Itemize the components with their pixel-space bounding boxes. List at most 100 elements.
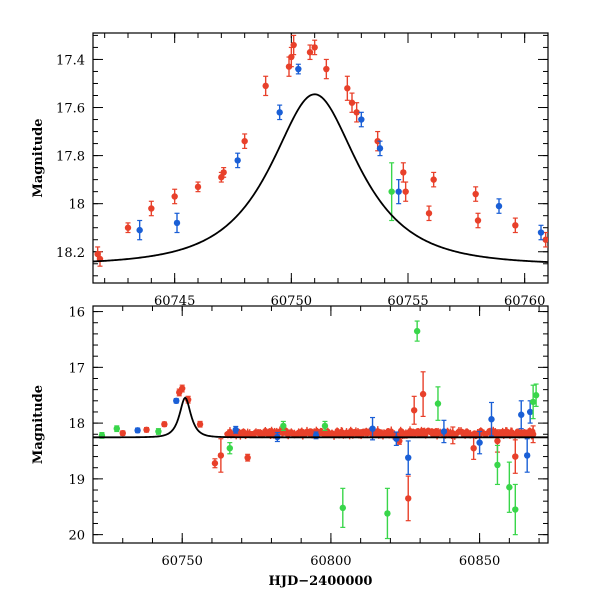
data-point bbox=[384, 510, 391, 517]
data-point bbox=[526, 408, 534, 416]
data-point bbox=[410, 407, 418, 414]
data-point bbox=[512, 453, 519, 460]
data-point bbox=[529, 431, 537, 438]
data-point bbox=[306, 49, 314, 56]
data-point bbox=[400, 169, 407, 176]
data-point bbox=[262, 82, 269, 90]
data-point bbox=[495, 202, 503, 210]
data-point bbox=[94, 250, 101, 258]
y-tick-label: 19 bbox=[68, 473, 85, 488]
data-point bbox=[290, 41, 297, 49]
y-tick-label: 18.2 bbox=[56, 246, 85, 261]
x-tick-label: 60750 bbox=[271, 294, 312, 309]
top-panel: 60745 60750 60755 60760 17.4 17.6 17.8 18 18.2 Ma… bbox=[31, 32, 549, 309]
data-point bbox=[518, 411, 525, 418]
data-point bbox=[419, 390, 427, 398]
data-point bbox=[376, 145, 384, 152]
x-tick-label: 60745 bbox=[154, 294, 195, 309]
data-point bbox=[276, 109, 283, 116]
y-tick-label: 20 bbox=[68, 529, 85, 544]
data-point bbox=[470, 445, 477, 452]
data-point bbox=[179, 385, 186, 392]
data-point bbox=[311, 44, 318, 51]
data-point bbox=[388, 188, 395, 195]
plot-area bbox=[93, 320, 548, 540]
plot-frame bbox=[92, 32, 549, 284]
data-point bbox=[506, 484, 513, 491]
data-point bbox=[173, 397, 180, 404]
data-point bbox=[488, 416, 495, 423]
data-point bbox=[241, 137, 248, 145]
data-point bbox=[143, 426, 150, 433]
y-tick-label: 17.6 bbox=[56, 102, 85, 117]
data-point bbox=[323, 65, 330, 73]
data-point bbox=[512, 506, 519, 513]
x-tick-label: 60760 bbox=[504, 294, 545, 309]
bottom-panel: 60750 60800 60850 16 17 18 19 20 Magnitude HJD−24… bbox=[31, 305, 549, 589]
y-tick-label: 18 bbox=[68, 198, 85, 213]
data-point bbox=[196, 421, 204, 428]
y-tick-label: 18 bbox=[68, 417, 85, 432]
data-point bbox=[161, 421, 168, 428]
data-point bbox=[297, 430, 305, 437]
data-point bbox=[405, 495, 412, 502]
x-tick-label: 60800 bbox=[310, 554, 351, 569]
data-point bbox=[288, 53, 295, 61]
data-point bbox=[232, 426, 239, 433]
data-point bbox=[440, 428, 448, 435]
y-axis-title: Magnitude bbox=[31, 385, 46, 464]
data-point bbox=[369, 425, 376, 432]
data-point bbox=[472, 190, 479, 198]
data-point bbox=[405, 454, 412, 461]
x-tick-label: 60750 bbox=[162, 554, 203, 569]
data-point bbox=[358, 116, 365, 123]
data-point bbox=[113, 425, 120, 432]
data-point bbox=[537, 229, 545, 236]
data-point bbox=[474, 217, 482, 224]
data-point bbox=[512, 222, 519, 229]
data-point bbox=[395, 188, 402, 195]
data-point bbox=[529, 398, 537, 406]
y-axis-title: Magnitude bbox=[31, 118, 46, 197]
data-point bbox=[353, 109, 360, 116]
data-point bbox=[194, 183, 202, 191]
data-point bbox=[217, 452, 225, 459]
data-point bbox=[211, 460, 219, 467]
data-point bbox=[220, 169, 227, 176]
data-point bbox=[244, 454, 251, 461]
y-tick-label: 17.8 bbox=[56, 150, 85, 165]
plot-frame bbox=[92, 305, 549, 544]
data-point bbox=[136, 226, 143, 234]
data-point bbox=[295, 65, 302, 73]
data-point bbox=[430, 176, 437, 183]
data-point bbox=[134, 427, 141, 434]
data-point bbox=[542, 236, 548, 243]
data-point bbox=[119, 429, 126, 437]
data-point bbox=[476, 439, 483, 446]
data-point bbox=[344, 85, 351, 92]
data-point bbox=[494, 437, 501, 445]
data-point bbox=[234, 157, 241, 164]
data-point bbox=[425, 210, 433, 217]
data-point bbox=[434, 400, 442, 407]
model-curve bbox=[93, 93, 548, 263]
y-tick-label: 17 bbox=[68, 361, 85, 376]
data-point bbox=[532, 392, 540, 399]
data-point bbox=[148, 205, 155, 212]
data-point bbox=[226, 445, 233, 452]
model-curve bbox=[93, 396, 548, 439]
data-point bbox=[171, 193, 178, 200]
data-point bbox=[523, 452, 531, 459]
x-axis-title: HJD−2400000 bbox=[269, 574, 373, 589]
data-point bbox=[339, 504, 347, 512]
data-point bbox=[173, 219, 181, 227]
data-point bbox=[494, 461, 501, 469]
y-tick-label: 16 bbox=[68, 306, 85, 321]
data-point bbox=[124, 224, 132, 231]
data-point bbox=[280, 422, 287, 430]
plot-area bbox=[93, 34, 548, 267]
data-point bbox=[357, 429, 364, 437]
data-point bbox=[321, 422, 329, 430]
data-point bbox=[402, 188, 409, 195]
